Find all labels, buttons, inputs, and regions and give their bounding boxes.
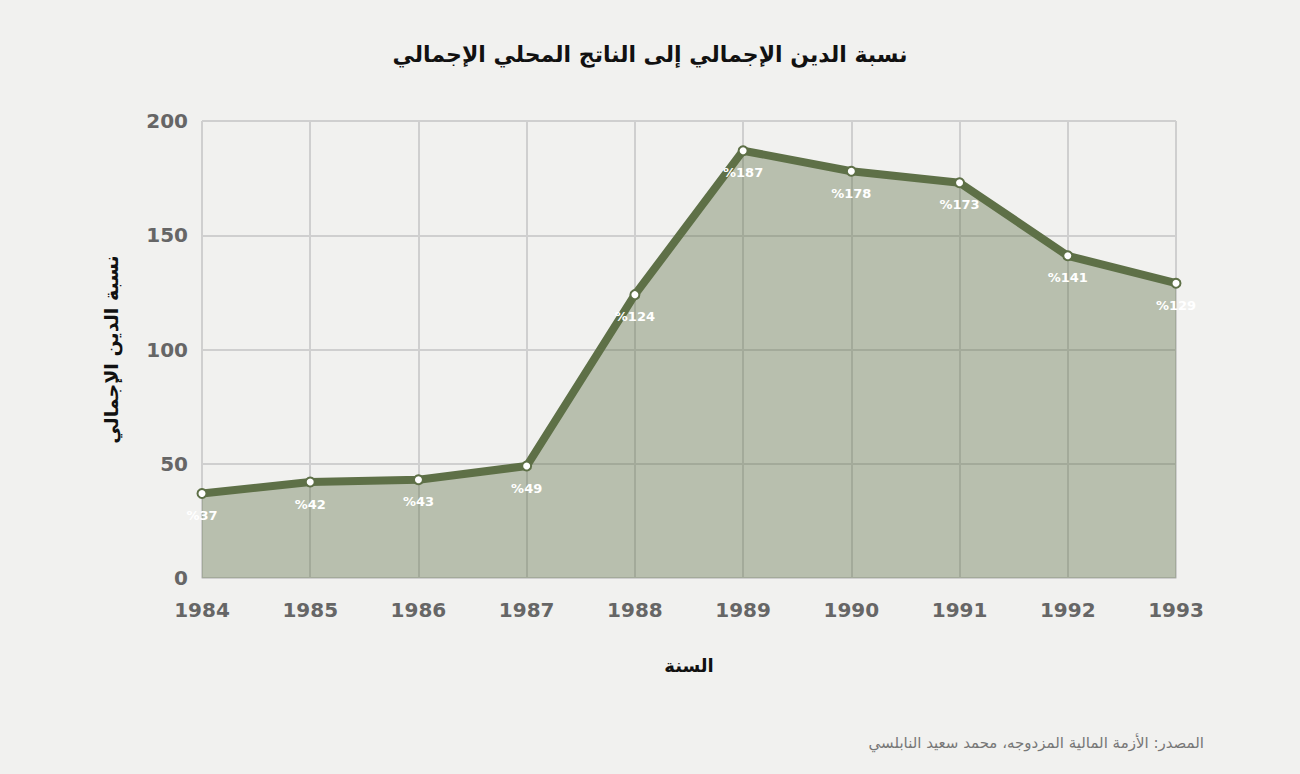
svg-text:1990: 1990 xyxy=(823,598,879,622)
svg-text:%173: %173 xyxy=(939,197,979,212)
svg-text:السنة: السنة xyxy=(664,655,714,676)
svg-text:1992: 1992 xyxy=(1040,598,1096,622)
svg-text:1986: 1986 xyxy=(391,598,447,622)
svg-text:%187: %187 xyxy=(723,165,763,180)
svg-text:150: 150 xyxy=(146,223,188,247)
svg-text:1985: 1985 xyxy=(282,598,338,622)
svg-text:0: 0 xyxy=(174,566,188,590)
svg-text:%42: %42 xyxy=(295,497,326,512)
svg-text:المصدر: الأزمة المالية المزدوج: المصدر: الأزمة المالية المزدوجه، محمد سع… xyxy=(869,733,1204,753)
svg-text:200: 200 xyxy=(146,109,188,133)
svg-text:%178: %178 xyxy=(831,186,871,201)
svg-text:1988: 1988 xyxy=(607,598,663,622)
svg-text:50: 50 xyxy=(160,452,188,476)
svg-text:1987: 1987 xyxy=(499,598,555,622)
svg-text:1991: 1991 xyxy=(932,598,988,622)
svg-text:%124: %124 xyxy=(615,309,655,324)
svg-text:1993: 1993 xyxy=(1148,598,1204,622)
svg-text:نسبة الدين الإجمالي إلى الناتج: نسبة الدين الإجمالي إلى الناتج المحلي ال… xyxy=(393,42,908,68)
svg-text:%141: %141 xyxy=(1048,270,1088,285)
svg-text:%37: %37 xyxy=(186,508,217,523)
svg-text:1989: 1989 xyxy=(715,598,771,622)
svg-text:%49: %49 xyxy=(511,481,542,496)
svg-text:%43: %43 xyxy=(403,494,434,509)
svg-text:نسبة الدين الإجمالي: نسبة الدين الإجمالي xyxy=(100,255,123,443)
svg-text:1984: 1984 xyxy=(174,598,230,622)
svg-text:100: 100 xyxy=(146,338,188,362)
svg-text:%129: %129 xyxy=(1156,298,1196,313)
